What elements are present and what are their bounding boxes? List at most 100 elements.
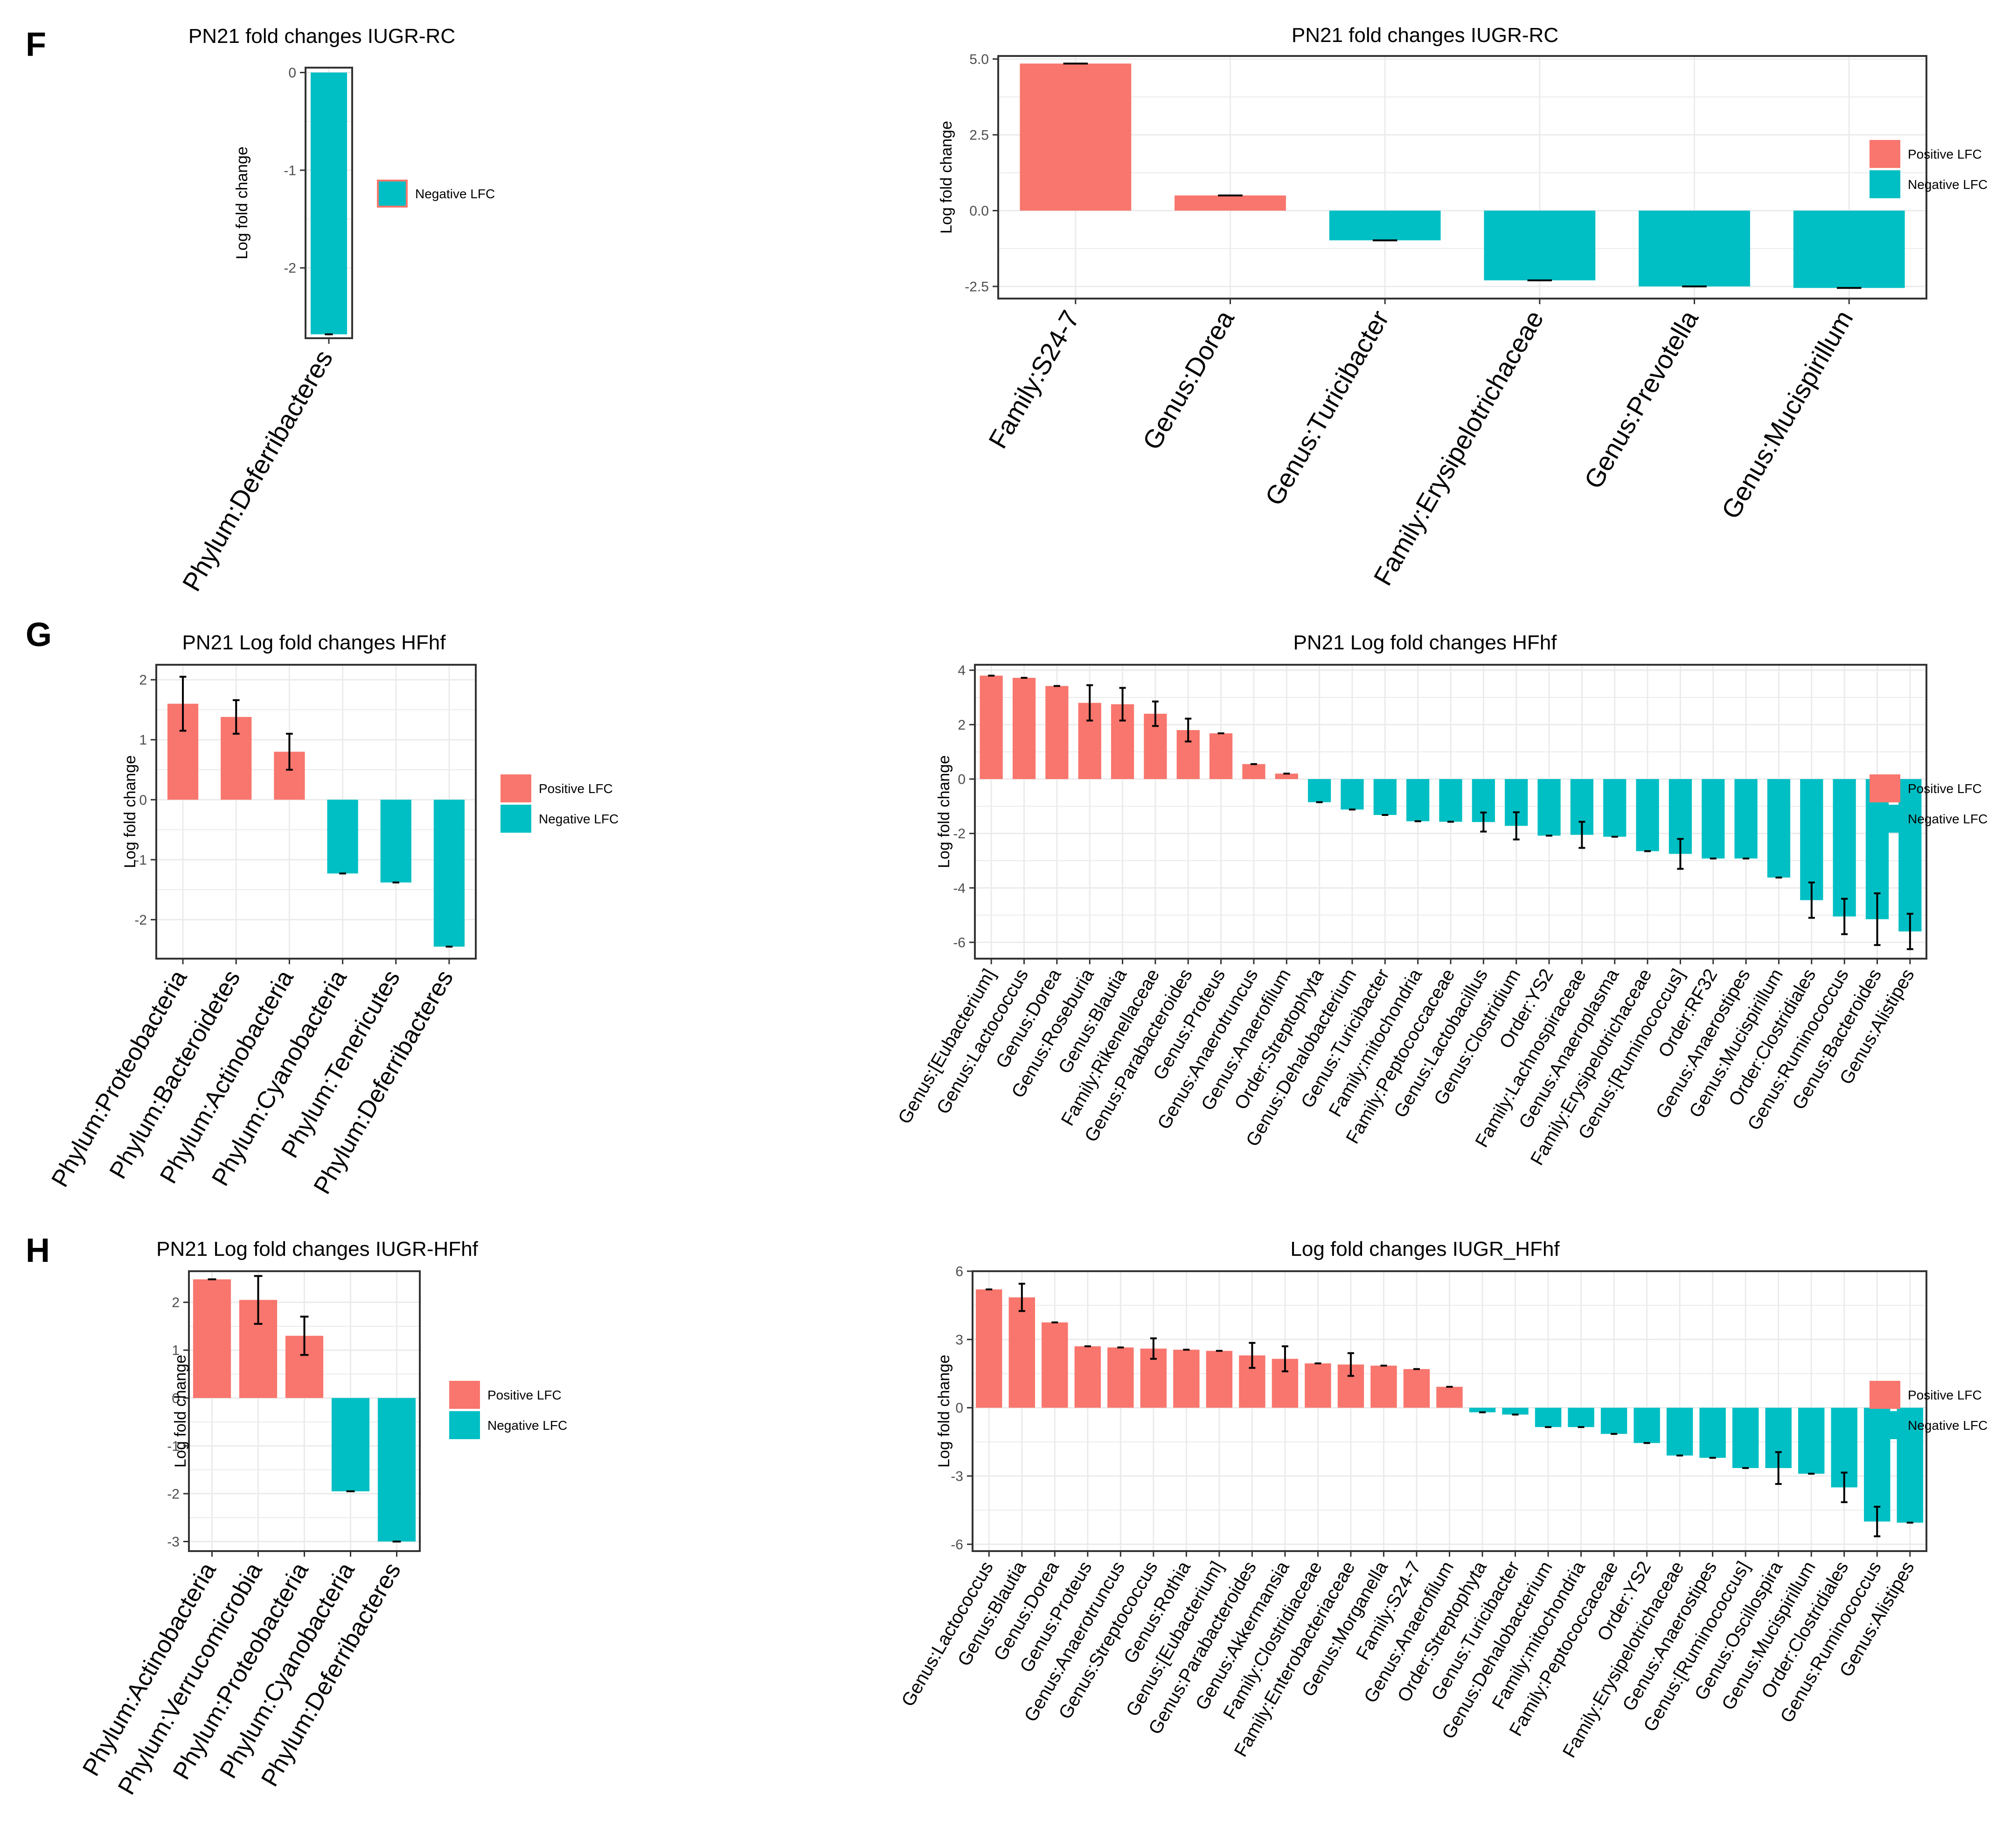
y-tick-label: 0.0 <box>969 203 989 219</box>
y-tick-label: 4 <box>958 663 966 678</box>
bar <box>1042 1322 1068 1408</box>
y-tick-label: 2 <box>172 1295 180 1310</box>
bar <box>1897 1407 1923 1523</box>
bar <box>1206 1351 1233 1408</box>
legend-label: Negative LFC <box>1908 812 1988 826</box>
legend-label: Negative LFC <box>487 1418 567 1433</box>
bar <box>1568 1407 1594 1427</box>
y-tick-label: -1 <box>167 1439 180 1454</box>
bar <box>1305 1363 1331 1408</box>
bar <box>976 1289 1002 1408</box>
y-tick-label: 6 <box>955 1264 963 1280</box>
bar <box>1898 779 1922 932</box>
bar <box>1767 779 1791 878</box>
bar <box>1341 779 1364 810</box>
y-axis-title: Log fold change <box>935 755 953 868</box>
y-tick-label: -4 <box>953 881 966 896</box>
panel-letter-g: G <box>26 616 52 654</box>
y-axis-title: Log fold change <box>233 146 251 259</box>
legend-label: Positive LFC <box>1908 781 1982 796</box>
y-tick-label: 0 <box>958 772 966 787</box>
bar <box>1370 1365 1397 1408</box>
bar <box>1329 210 1441 241</box>
chart-title: PN21 Log fold changes IUGR-HFhf <box>156 1238 478 1260</box>
bar <box>1702 779 1725 859</box>
bar <box>1798 1407 1825 1474</box>
legend-label: Negative LFC <box>1908 1418 1988 1433</box>
legend-label: Negative LFC <box>1908 177 1988 192</box>
y-tick-label: 0 <box>955 1400 963 1416</box>
bar <box>1535 1407 1562 1427</box>
panel-letter-f: F <box>26 26 46 63</box>
bar <box>1699 1407 1726 1458</box>
y-axis-title: Log fold change <box>938 121 955 234</box>
chart-title: PN21 fold changes IUGR-RC <box>188 25 455 48</box>
bar <box>1634 1407 1660 1443</box>
panel-letter-h: H <box>26 1232 50 1269</box>
bar <box>1175 195 1286 211</box>
bar <box>1436 1386 1463 1408</box>
legend-swatch <box>1870 140 1900 168</box>
y-tick-label: 3 <box>955 1332 963 1348</box>
y-tick-label: 0 <box>288 65 296 81</box>
y-tick-label: -2 <box>953 826 966 842</box>
y-tick-label: -1 <box>134 852 147 868</box>
bar <box>1793 210 1905 288</box>
bar <box>1242 764 1265 779</box>
bar <box>1600 1407 1627 1434</box>
legend-label: Negative LFC <box>539 812 619 826</box>
legend-swatch <box>449 1411 480 1439</box>
chart-title: PN21 fold changes IUGR-RC <box>1292 24 1558 47</box>
bar <box>377 1398 416 1542</box>
legend-swatch <box>501 805 531 833</box>
y-tick-label: 2 <box>139 673 147 688</box>
bar <box>1074 1346 1101 1408</box>
bar <box>1603 779 1627 837</box>
y-tick-label: 0 <box>139 793 147 808</box>
plot-frame <box>155 664 477 960</box>
y-axis-title: Log fold change <box>935 1355 953 1468</box>
legend-label: Positive LFC <box>539 781 613 796</box>
legend-swatch <box>1870 805 1900 833</box>
bar <box>1639 210 1750 286</box>
y-axis-title: Log fold change <box>172 1355 189 1468</box>
bar <box>1833 779 1856 917</box>
bar <box>1107 1347 1134 1408</box>
legend-label: Positive LFC <box>487 1388 562 1402</box>
y-tick-label: 5.0 <box>969 52 989 67</box>
bar <box>1008 1297 1035 1408</box>
bar <box>1403 1369 1430 1408</box>
chart-title: PN21 Log fold changes HFhf <box>1293 631 1557 654</box>
bar <box>193 1279 231 1398</box>
bar <box>1732 1407 1759 1468</box>
bar <box>1012 678 1036 779</box>
bar <box>1484 210 1596 280</box>
y-tick-label: -2.5 <box>965 279 989 295</box>
y-tick-label: -2 <box>284 261 296 276</box>
y-tick-label: -6 <box>951 1537 963 1553</box>
y-tick-label: -2 <box>167 1486 180 1502</box>
bar <box>1308 779 1331 802</box>
bar <box>1636 779 1659 851</box>
y-tick-label: -6 <box>953 935 966 951</box>
chart-h-right: Log fold changes IUGR_HFhf 6 3 0 -3 -6 Log fol… <box>897 1238 1988 1761</box>
bar <box>433 800 465 947</box>
y-tick-label: 2 <box>958 717 966 733</box>
bar <box>1666 1407 1693 1456</box>
legend-swatch <box>377 180 408 208</box>
y-tick-label: 1 <box>139 732 147 748</box>
y-tick-label: -1 <box>284 163 296 178</box>
plot-frame <box>997 55 1927 299</box>
plot-panel <box>998 56 1926 299</box>
legend-label: Positive LFC <box>1908 1388 1982 1402</box>
bar <box>331 1398 370 1491</box>
bar <box>1373 779 1397 815</box>
y-axis-title: Log fold change <box>121 755 139 868</box>
y-tick-label: 0 <box>172 1391 180 1406</box>
bar <box>380 800 411 883</box>
legend-swatch <box>1870 1411 1900 1439</box>
chart-title: PN21 Log fold changes HFhf <box>182 631 446 654</box>
bar <box>1800 779 1823 900</box>
y-tick-label: -3 <box>167 1534 180 1550</box>
